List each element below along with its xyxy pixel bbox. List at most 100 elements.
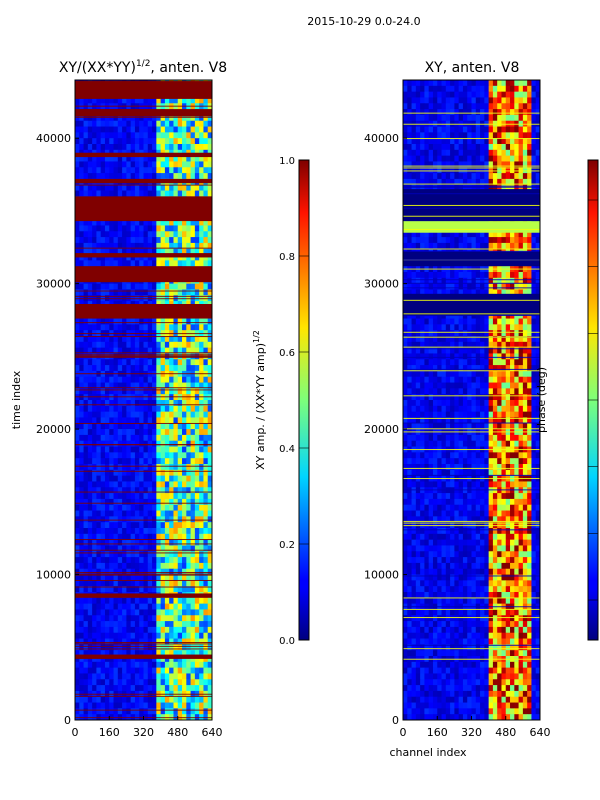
heatmap-cell [182,417,187,424]
heatmap-cell [104,638,110,645]
heatmap-cell [501,109,507,116]
heatmap-cell [96,586,102,593]
heatmap-cell [83,644,89,651]
heatmap-cell [471,85,477,93]
heatmap-cell [514,283,519,290]
heatmap-cell [510,114,515,122]
heatmap-cell [177,173,183,180]
heatmap-cell [458,155,464,162]
heatmap-cell [203,661,209,669]
heatmap-cell [207,626,213,634]
heatmap-cell [437,184,442,191]
heatmap-cell [164,522,170,529]
heatmap-cell [199,533,204,541]
heatmap-cell [194,528,200,535]
heatmap-cell [432,178,438,186]
heatmap-cell [522,237,528,244]
heatmap-cell [109,155,114,162]
heatmap-cell [87,120,93,127]
heatmap-cell [190,452,196,459]
heatmap-cell [488,289,494,296]
heatmap-cell [83,679,89,686]
heatmap-cell [203,702,209,709]
heatmap-cell [147,656,153,663]
heatmap-cell [199,400,204,407]
heatmap-cell [122,97,127,104]
heatmap-cell [411,85,417,93]
heatmap-cell [492,283,498,290]
heatmap-cell [403,277,408,285]
heatmap-cell [432,289,438,296]
heatmap-cell [199,458,204,465]
heatmap-cell [143,260,149,267]
heatmap-cell [92,493,97,500]
heatmap-cell [126,260,132,267]
heatmap-cell [126,562,132,570]
heatmap-cell [177,336,183,343]
heatmap-cell [143,336,149,343]
heatmap-cell [186,667,191,674]
heatmap-cell [156,603,162,610]
heatmap-cell [445,283,451,290]
heatmap-cell [445,126,451,133]
heatmap-cell [407,132,412,139]
heatmap-cell [169,464,174,471]
heatmap-cell [130,621,136,628]
heatmap-cell [79,557,84,564]
heatmap-cell [505,103,511,110]
heatmap-cell [203,440,209,447]
heatmap-cell [139,225,144,232]
heatmap-cell [471,178,477,186]
heatmap-cell [113,458,119,465]
heatmap-cell [113,702,119,709]
heatmap-cell [117,382,123,389]
heatmap-cell [152,568,157,575]
heatmap-cell [207,667,213,674]
heatmap-cell [475,85,481,93]
heatmap-cell [190,498,196,506]
heatmap-cell [458,289,464,296]
heatmap-cell [96,615,102,622]
heatmap-cell [104,685,110,692]
heatmap-cell [173,254,179,261]
heatmap-cell [92,248,97,255]
heatmap-cell [117,545,123,552]
heatmap-cell [182,638,187,645]
heatmap-cell [100,161,106,168]
heatmap-cell [160,324,166,331]
heatmap-cell [173,341,179,349]
heatmap-cell [403,114,408,122]
heatmap-cell [134,341,140,349]
heatmap-cell [203,97,209,104]
heatmap-cell [420,272,425,279]
heatmap-cell [104,458,110,465]
heatmap-cell [79,359,84,366]
heatmap-cell [194,603,200,610]
heatmap-cell [527,126,532,133]
heatmap-cell [488,237,494,244]
heatmap-cell [160,359,166,366]
heatmap-cell [488,126,494,133]
heatmap-cell [122,260,127,267]
heatmap-cell [173,562,179,570]
heatmap-cell [467,324,472,331]
heatmap-cell [139,132,144,139]
heatmap-cell [194,557,200,564]
heatmap-cell [203,400,209,407]
heatmap-cell [164,376,170,383]
heatmap-cell [186,190,191,197]
heatmap-cell [83,510,89,517]
heatmap-cell [450,167,455,174]
heatmap-cell [203,155,209,162]
heatmap-cell [87,481,93,488]
heatmap-cell [160,568,166,575]
heatmap-cell [194,510,200,517]
heatmap-cell [186,685,191,692]
heatmap-cell [160,650,166,657]
heatmap-cell [203,231,209,238]
heatmap-cell [173,376,179,383]
heatmap-cell [134,260,140,267]
heatmap-cell [518,277,524,285]
heatmap-cell [177,621,183,628]
heatmap-cell [122,458,127,465]
